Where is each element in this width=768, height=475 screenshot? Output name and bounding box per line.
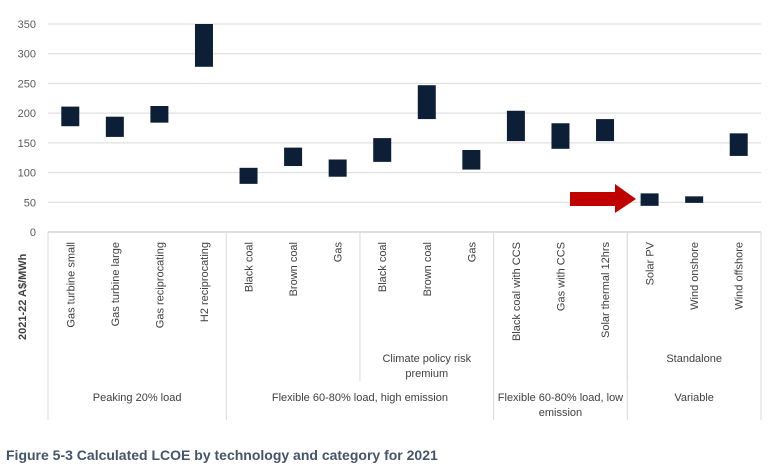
group-label: Peaking 20% load [93,392,182,404]
subgroup-label: Standalone [666,353,722,365]
y-tick-label: 100 [18,168,36,180]
x-category-label: Solar PV [645,241,657,285]
bar-gas-reciprocating [150,106,169,123]
bar-gas [462,149,481,170]
x-category-label: Gas with CCS [555,242,567,311]
x-category-label: Black coal [244,242,256,292]
x-category-label: Brown coal [288,242,300,296]
bar-gas [328,159,347,177]
subgroup-label: premium [405,368,448,380]
bar-wind-onshore [685,196,704,203]
y-tick-label: 50 [24,197,36,209]
x-category-label: Gas [333,242,345,263]
bar-solar-thermal-12hrs [596,119,615,142]
arrow-icon [570,184,636,213]
bar-black-coal-with-ccs [506,110,525,142]
bar-gas-turbine-large [105,116,124,137]
bar-h2-reciprocating [194,24,213,67]
x-category-label: Black coal with CCS [511,242,523,341]
x-category-label: Gas [466,242,478,263]
red-arrow-annotation [570,184,636,213]
group-label: emission [539,407,582,419]
y-tick-label: 200 [18,108,36,120]
x-category-label: Black coal [377,242,389,292]
x-category-label: Wind offshore [734,242,746,310]
bar-black-coal [373,138,392,162]
y-axis-label: 2021-22 A$/MWh [17,253,29,340]
bar-brown-coal [417,85,436,120]
bar-black-coal [239,167,258,184]
y-tick-label: 150 [18,138,36,150]
bar-gas-turbine-small [61,106,80,127]
x-category-label: Gas reciprocating [154,242,166,328]
x-category-label: Brown coal [422,242,434,296]
y-tick-label: 250 [18,78,36,90]
bar-gas-with-ccs [551,123,570,149]
y-tick-label: 350 [18,19,36,31]
figure-caption: Figure 5-3 Calculated LCOE by technology… [6,447,438,463]
x-category-label: Solar thermal 12hrs [600,242,612,338]
x-category-label: Gas turbine large [110,242,122,326]
x-category-label: Gas turbine small [65,242,77,328]
group-label: Variable [674,392,714,404]
x-category-label: H2 reciprocating [199,242,211,322]
y-tick-label: 0 [30,227,36,239]
group-label: Flexible 60-80% load, low [498,392,623,404]
y-tick-label: 300 [18,49,36,61]
x-category-label: Wind onshore [689,242,701,310]
subgroup-label: Climate policy risk [382,353,471,365]
bar-solar-pv [640,193,659,206]
bar-wind-offshore [729,133,748,156]
group-label: Flexible 60-80% load, high emission [272,392,448,404]
bar-brown-coal [284,147,303,167]
